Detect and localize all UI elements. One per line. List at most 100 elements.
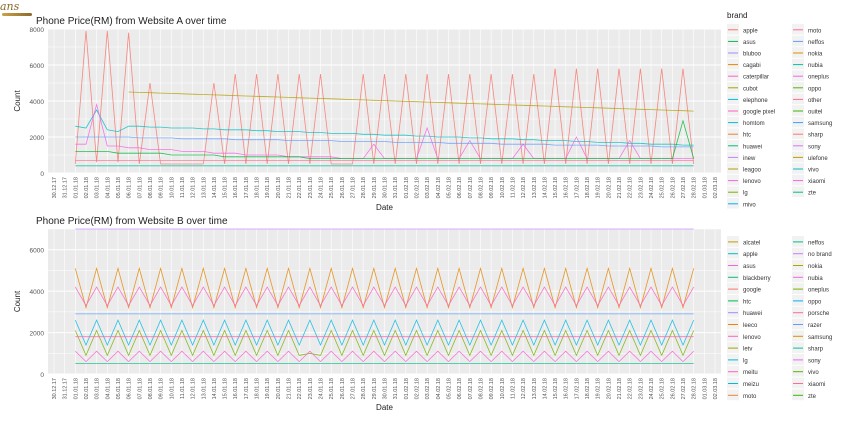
x-tick-label: 17.02.18 [574,378,580,399]
x-tick-label: 30.01.18 [383,378,389,399]
x-tick-label: 01.01.18 [73,177,79,198]
x-tick-label: 17.02.18 [574,177,580,198]
legend-entry: sony [808,358,821,364]
x-tick-label: 13.01.18 [201,177,207,198]
x-tick-label: 15.02.18 [553,378,559,399]
x-tick-label: 18.01.18 [255,177,261,198]
x-tick-label: 26.01.18 [340,378,346,399]
legend-key [792,306,804,318]
legend-entry: oneplus [808,75,829,81]
x-tick-label: 15.01.18 [223,378,229,399]
x-tick-label: 29.01.18 [372,177,378,198]
y-tick-label: 2000 [30,331,45,338]
legend-entry: oppo [808,299,822,305]
legend-entry: zte [808,191,817,197]
legend-entry: letv [743,347,752,353]
legend-key [727,93,739,105]
x-tick-label: 15.02.18 [553,177,559,198]
legend-entry: apple [743,252,758,258]
legend-key [727,306,739,318]
x-tick-label: 27.01.18 [351,177,357,198]
x-tick-label: 28.02.18 [692,378,698,399]
x-tick-label: 23.02.18 [638,177,644,198]
x-tick-label: 08.01.18 [148,177,154,198]
legend-entry: asus [743,40,756,46]
x-tick-label: 11.01.18 [180,177,186,198]
x-tick-label: 30.12.17 [52,378,58,399]
x-tick-label: 28.01.18 [361,177,367,198]
legend-entry: nubia [808,276,823,282]
y-tick-label: 6000 [30,63,45,70]
x-tick-label: 25.02.18 [660,177,666,198]
x-tick-label: 24.01.18 [319,177,325,198]
legend-entry: htc [743,299,751,305]
x-tick-label: 06.02.18 [457,177,463,198]
legend-entry: lenovo [743,335,761,341]
x-tick-label: 22.01.18 [297,177,303,198]
legend-entry: google [743,288,762,294]
legend-entry: google pixel [743,110,775,116]
series-line-huawei [75,119,695,159]
x-tick-label: 31.01.18 [393,378,399,399]
legend-entry: porsche [808,311,830,317]
x-tick-label: 20.01.18 [276,378,282,399]
x-tick-label: 14.01.18 [212,378,218,399]
legend-entry: vivo [808,168,819,174]
legend-entry: htc [743,133,751,139]
legend-entry: meitu [743,370,758,376]
x-tick-label: 31.01.18 [393,177,399,198]
x-tick-label: 16.02.18 [564,177,570,198]
legend-entry: meizu [743,382,759,388]
legend-entry: huawei [743,311,762,317]
x-tick-label: 09.02.18 [489,177,495,198]
legend-entry: razer [808,323,822,329]
x-tick-label: 13.01.18 [201,378,207,399]
x-tick-label: 04.02.18 [436,378,442,399]
x-tick-label: 05.02.18 [446,177,452,198]
series-line-oppo [75,136,694,148]
legend-entry: nubia [808,63,823,69]
x-tick-label: 07.02.18 [468,177,474,198]
x-tick-label: 28.02.18 [692,177,698,198]
x-tick-label: 14.01.18 [212,177,218,198]
legend-entry: lg [743,358,748,364]
legend-key [792,365,804,377]
x-tick-label: 25.01.18 [329,378,335,399]
legend-entry: other [808,98,822,104]
x-tick-label: 26.01.18 [340,177,346,198]
legend-entry: nokia [808,264,823,270]
logo-text: ans [0,0,20,13]
series-line-xiaomi [75,350,694,363]
x-tick-label: 28.01.18 [361,378,367,399]
x-tick-label: 07.02.18 [468,378,474,399]
x-tick-label: 30.12.17 [52,177,58,198]
x-tick-label: 06.02.18 [457,378,463,399]
series-line-oneplus [74,319,695,347]
x-tick-label: 23.01.18 [308,378,314,399]
x-tick-label: 18.01.18 [255,378,261,399]
x-tick-label: 02.02.18 [414,177,420,198]
legend-entry: leagoo [743,168,762,174]
x-tick-label: 27.01.18 [351,378,357,399]
x-axis-label: Date [376,403,393,412]
x-tick-label: 14.02.18 [542,378,548,399]
x-tick-label: 21.01.18 [287,378,293,399]
x-tick-label: 06.01.18 [127,378,133,399]
x-tick-label: 05.02.18 [446,378,452,399]
x-tick-label: 03.02.18 [425,177,431,198]
legend-entry: ulefone [808,156,828,162]
legend-entry: apple [743,28,758,34]
chart-title: Phone Price(RM) from Website A over time [36,16,227,27]
x-tick-label: 13.02.18 [532,378,538,399]
y-tick-label: 2000 [30,135,45,142]
series-line-apple [74,30,695,165]
x-tick-label: 03.01.18 [95,378,101,399]
x-tick-label: 08.01.18 [148,378,154,399]
x-tick-label: 07.01.18 [137,177,143,198]
legend-entry: neffos [808,40,824,46]
series-line-samsung [75,109,694,146]
x-tick-label: 29.01.18 [372,378,378,399]
x-tick-label: 05.01.18 [116,177,122,198]
x-tick-label: 10.01.18 [169,378,175,399]
x-tick-label: 24.02.18 [649,177,655,198]
